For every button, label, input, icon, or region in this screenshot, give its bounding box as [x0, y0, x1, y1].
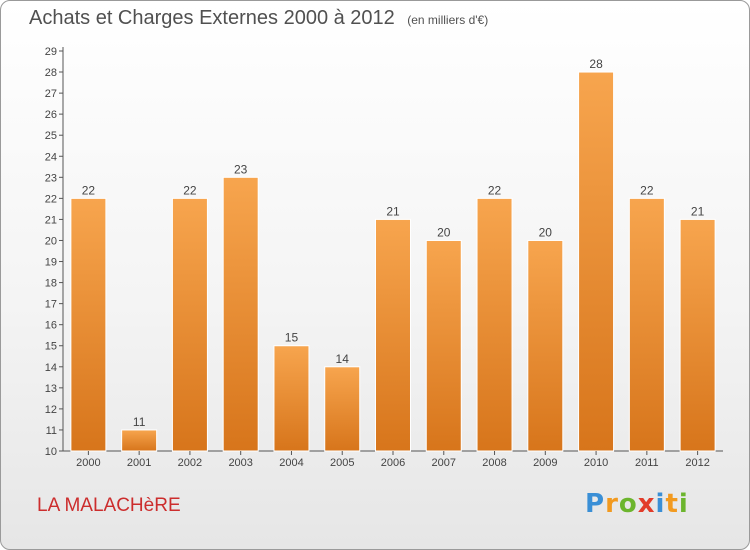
y-tick-label: 12: [45, 404, 57, 416]
data-label: 23: [234, 162, 248, 176]
chart-title: Achats et Charges Externes 2000 à 2012: [29, 7, 395, 29]
y-tick-label: 24: [45, 151, 57, 163]
y-tick-label: 26: [45, 109, 57, 121]
y-tick-label: 19: [45, 257, 57, 269]
x-tick-label: 2000: [76, 457, 100, 469]
data-label: 20: [437, 225, 451, 239]
x-tick-label: 2007: [432, 457, 456, 469]
town-name: LA MALACHèRE: [37, 495, 181, 516]
logo-letter: r: [605, 489, 619, 519]
proxiti-logo: Proxiti: [585, 489, 689, 519]
data-label: 21: [386, 204, 400, 218]
data-label: 11: [133, 415, 146, 429]
bar: [527, 239, 564, 452]
logo-letter: o: [618, 489, 638, 519]
bar: [628, 197, 665, 452]
y-tick-label: 11: [46, 425, 57, 437]
y-tick-label: 21: [45, 214, 57, 226]
y-tick-label: 27: [45, 88, 57, 100]
x-tick-label: 2005: [330, 457, 354, 469]
logo-letter: i: [678, 489, 689, 519]
bar: [578, 71, 615, 452]
logo-letter: i: [655, 489, 666, 519]
x-tick-label: 2002: [178, 457, 202, 469]
y-tick-label: 22: [45, 193, 57, 205]
y-tick-label: 13: [45, 383, 57, 395]
x-tick-label: 2010: [584, 457, 608, 469]
data-label: 20: [539, 225, 553, 239]
y-tick-label: 15: [45, 341, 57, 353]
y-tick-label: 17: [45, 299, 57, 311]
bar: [171, 197, 208, 452]
x-tick-label: 2004: [279, 457, 303, 469]
x-tick-label: 2001: [127, 457, 151, 469]
x-tick-label: 2008: [482, 457, 506, 469]
bar: [679, 218, 716, 452]
chart-subtitle: (en milliers d'€): [407, 13, 489, 27]
bar: [476, 197, 513, 452]
data-label: 22: [488, 183, 502, 197]
logo-letter: P: [585, 489, 606, 519]
data-label: 28: [589, 57, 603, 71]
bar: [273, 345, 310, 452]
bar: [121, 429, 158, 452]
y-tick-label: 16: [45, 320, 57, 332]
y-tick-label: 25: [45, 130, 57, 142]
bar: [375, 218, 411, 452]
x-tick-label: 2006: [381, 457, 405, 469]
x-tick-label: 2011: [635, 457, 659, 469]
bar: [324, 366, 361, 452]
logo-letter: x: [637, 489, 656, 519]
x-tick-label: 2009: [533, 457, 557, 469]
y-tick-label: 23: [45, 172, 57, 184]
y-tick-label: 28: [45, 67, 57, 79]
bar: [70, 197, 107, 452]
logo-letter: t: [665, 489, 679, 519]
title-block: Achats et Charges Externes 2000 à 2012 (…: [29, 7, 488, 30]
data-label: 15: [285, 331, 299, 345]
x-tick-label: 2003: [228, 457, 252, 469]
bar: [222, 176, 259, 452]
bar: [425, 239, 462, 452]
data-label: 21: [691, 204, 705, 218]
y-tick-label: 20: [45, 235, 57, 247]
x-tick-label: 2012: [685, 457, 709, 469]
data-label: 22: [82, 183, 96, 197]
data-label: 14: [336, 352, 350, 366]
data-label: 22: [640, 183, 654, 197]
y-tick-label: 29: [45, 46, 57, 58]
data-label: 22: [183, 183, 197, 197]
y-tick-label: 18: [45, 278, 57, 290]
y-tick-label: 14: [45, 362, 57, 374]
y-tick-label: 10: [45, 446, 57, 458]
